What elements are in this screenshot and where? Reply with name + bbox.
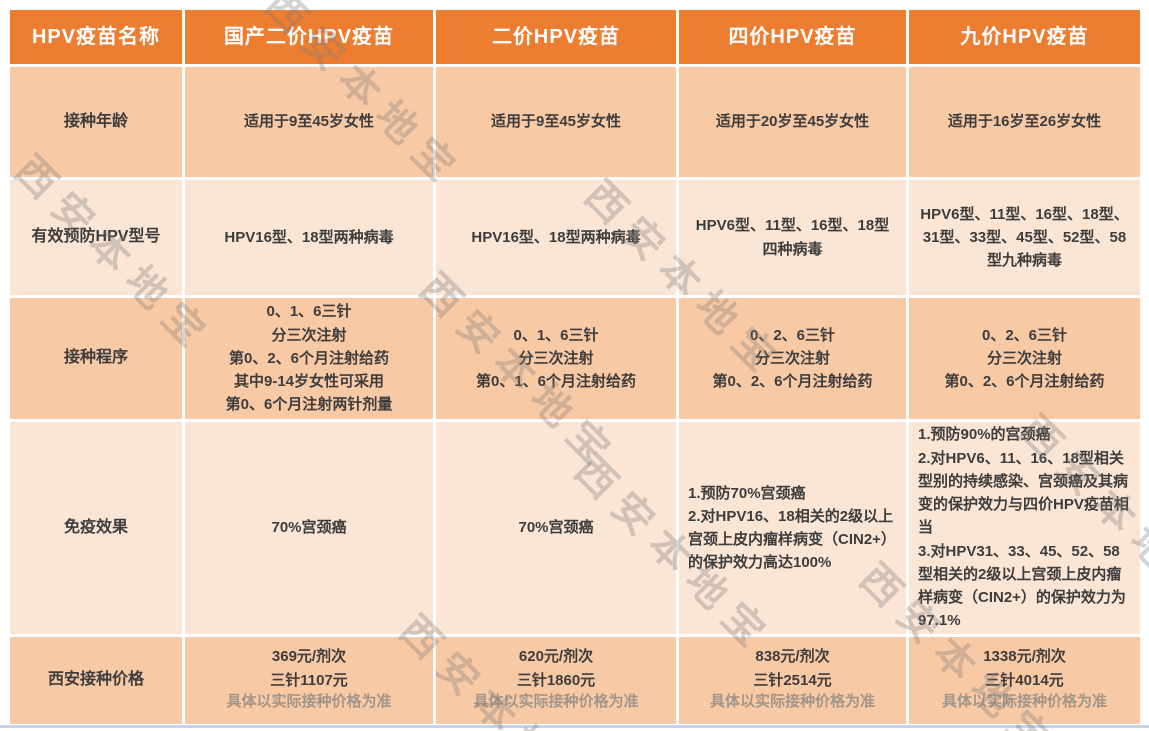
header-quadrivalent: 四价HPV疫苗: [679, 10, 906, 64]
price-value: 620元/剂次 三针1860元: [516, 648, 596, 689]
price-value: 369元/剂次 三针1107元: [270, 648, 348, 689]
table-cell: 0、1、6三针 分三次注射 第0、2、6个月注射给药 其中9-14岁女性可采用 …: [185, 298, 433, 419]
header-bivalent: 二价HPV疫苗: [436, 10, 676, 64]
price-note: 具体以实际接种价格为准: [226, 692, 392, 710]
table-cell: 适用于9至45岁女性: [185, 67, 433, 177]
price-note: 具体以实际接种价格为准: [709, 692, 875, 710]
table-cell: 适用于20岁至45岁女性: [679, 67, 906, 177]
table-cell: HPV6型、11型、16型、18型、31型、33型、45型、52型、58型九种病…: [909, 180, 1140, 295]
table-cell: 70%宫颈癌: [436, 422, 676, 634]
table-cell: 70%宫颈癌: [185, 422, 433, 634]
price-value: 838元/剂次 三针2514元: [753, 648, 832, 689]
row-label-hpv-types: 有效预防HPV型号: [10, 180, 182, 295]
table-cell: 适用于16岁至26岁女性: [909, 67, 1140, 177]
table-cell: 0、2、6三针 分三次注射 第0、2、6个月注射给药: [679, 298, 906, 419]
table-cell: 适用于9至45岁女性: [436, 67, 676, 177]
table-cell: HPV16型、18型两种病毒: [436, 180, 676, 295]
vaccine-comparison-table: HPV疫苗名称 国产二价HPV疫苗 二价HPV疫苗 四价HPV疫苗 九价HPV疫…: [10, 10, 1140, 724]
price-cell: 620元/剂次 三针1860元 具体以实际接种价格为准: [436, 637, 676, 724]
table-cell: HPV16型、18型两种病毒: [185, 180, 433, 295]
table-cell: 1.预防90%的宫颈癌 2.对HPV6、11、16、18型相关型别的持续感染、宫…: [909, 422, 1140, 634]
bottom-divider-line: [0, 725, 1149, 728]
header-vaccine-name: HPV疫苗名称: [10, 10, 182, 64]
price-note: 具体以实际接种价格为准: [473, 692, 639, 710]
table-cell: HPV6型、11型、16型、18型四种病毒: [679, 180, 906, 295]
row-label-age: 接种年龄: [10, 67, 182, 177]
price-cell: 369元/剂次 三针1107元 具体以实际接种价格为准: [185, 637, 433, 724]
price-cell: 1338元/剂次 三针4014元 具体以实际接种价格为准: [909, 637, 1140, 724]
table-cell: 0、2、6三针 分三次注射 第0、2、6个月注射给药: [909, 298, 1140, 419]
row-label-immune-effect: 免疫效果: [10, 422, 182, 634]
table-cell: 0、1、6三针 分三次注射 第0、1、6个月注射给药: [436, 298, 676, 419]
header-domestic-bivalent: 国产二价HPV疫苗: [185, 10, 433, 64]
price-cell: 838元/剂次 三针2514元 具体以实际接种价格为准: [679, 637, 906, 724]
header-nonavalent: 九价HPV疫苗: [909, 10, 1140, 64]
price-note: 具体以实际接种价格为准: [941, 692, 1107, 710]
price-value: 1338元/剂次 三针4014元: [983, 648, 1066, 689]
row-label-price: 西安接种价格: [10, 637, 182, 724]
row-label-schedule: 接种程序: [10, 298, 182, 419]
table-cell: 1.预防70%宫颈癌 2.对HPV16、18相关的2级以上宫颈上皮内瘤样病变（C…: [679, 422, 906, 634]
